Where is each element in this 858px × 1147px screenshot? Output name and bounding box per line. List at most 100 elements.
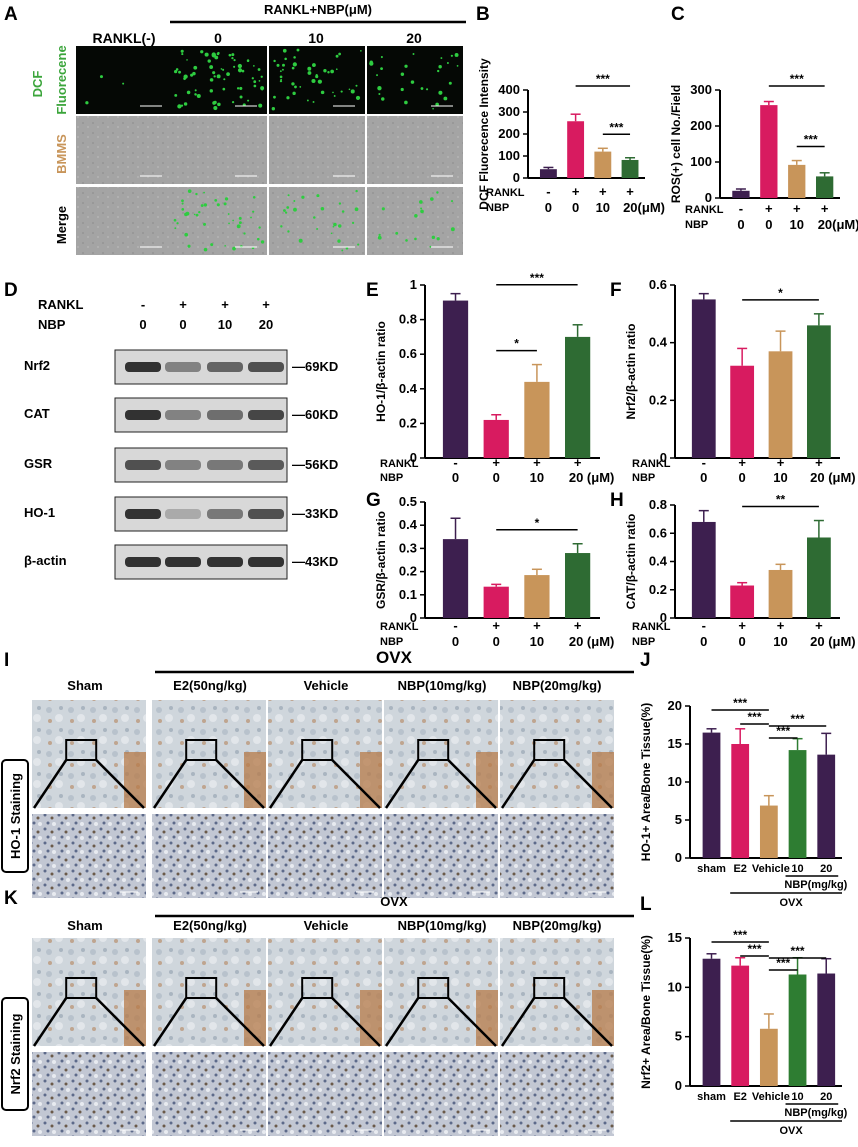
- fluorescent-cell-dot: [279, 75, 283, 79]
- fluorescent-cell-dot: [435, 102, 439, 107]
- fluorescent-cell-dot: [213, 105, 218, 111]
- nbp-value: 0: [737, 217, 744, 232]
- fluorescent-cell-dot: [222, 68, 225, 71]
- bar: [807, 537, 831, 618]
- roi-zoom-line: [152, 997, 188, 1047]
- nbp-value: 20 (μM): [810, 634, 856, 649]
- fluorescent-cell-dot: [193, 65, 198, 70]
- sig-label: ***: [804, 133, 818, 147]
- roi-zoom-line: [500, 759, 536, 809]
- merge-cell-dot: [436, 191, 439, 194]
- merge-cell-dot: [378, 233, 381, 237]
- panel-k-side-label: Nrf2 Staining: [8, 1013, 23, 1094]
- merge-cell-dot: [337, 239, 341, 243]
- roi-zoom-line: [384, 997, 420, 1047]
- panel-a: RANKL+NBP(μM) RANKL(-) 0 10 20 DCF Fluor…: [30, 2, 466, 255]
- merge-cell-dot: [181, 207, 185, 211]
- blot-band: [248, 362, 284, 372]
- merge-cell-dot: [173, 218, 177, 222]
- fluorescent-cell-dot: [338, 52, 341, 56]
- roi-box: [65, 739, 98, 761]
- merge-cell-dot: [377, 235, 382, 240]
- fluorescent-cell-dot: [327, 71, 330, 74]
- bar: [524, 575, 550, 618]
- panel-d-label-rankl: RANKL: [38, 297, 84, 312]
- rankl-mark: -: [453, 455, 457, 470]
- fluorescent-cell-dot: [446, 62, 449, 65]
- fluorescent-cell-dot: [241, 69, 245, 73]
- fluorescent-cell-dot: [183, 102, 188, 106]
- panel-d-nbp-1: 0: [179, 317, 186, 332]
- bar: [807, 325, 831, 458]
- fluorescent-cell-dot: [216, 52, 220, 56]
- panel-a-tile-r2-c1: [171, 187, 267, 255]
- row-label-rankl: RANKL: [380, 621, 419, 633]
- merge-cell-dot: [280, 225, 283, 228]
- panel-i-col-3: NBP(10mg/kg): [398, 678, 487, 693]
- roi-zoom-line: [384, 759, 420, 809]
- merge-cell-dot: [238, 216, 242, 220]
- fluorescent-cell-dot: [85, 101, 89, 105]
- bar: [817, 973, 836, 1086]
- y-tick-label: 0.4: [649, 335, 668, 350]
- panel-d-rankl-0: -: [141, 297, 145, 312]
- y-tick-label: 0.4: [399, 517, 418, 532]
- bar: [483, 586, 509, 618]
- nbp-value: 10: [530, 470, 544, 485]
- fluorescent-cell-dot: [412, 53, 415, 55]
- roi-zoom-line: [32, 759, 68, 809]
- blot-band: [165, 460, 201, 470]
- bar: [760, 105, 778, 198]
- bar: [691, 299, 716, 458]
- panel-d-label-nbp: NBP: [38, 317, 66, 332]
- y-tick-label: 5: [675, 1029, 682, 1044]
- fluorescent-cell-dot: [186, 90, 191, 95]
- fluorescent-cell-dot: [231, 57, 234, 60]
- blot-label-3: HO-1: [24, 505, 55, 520]
- fluorescent-cell-dot: [311, 78, 316, 84]
- blot-band: [125, 557, 161, 567]
- bar: [565, 553, 591, 618]
- panel-a-col-1: 0: [214, 30, 222, 46]
- fluorescent-cell-dot: [291, 66, 295, 70]
- y-axis-label: GSR/β-actin ratio: [374, 511, 388, 609]
- fluorescent-cell-dot: [293, 56, 296, 59]
- fluorescent-cell-dot: [276, 63, 280, 67]
- fluorescent-cell-dot: [376, 74, 378, 77]
- nbp-value: 10: [530, 634, 544, 649]
- nbp-value: 0: [765, 217, 772, 232]
- fluorescent-cell-dot: [237, 63, 243, 69]
- fluorescent-cell-dot: [194, 89, 197, 92]
- panel-i-zoom-3: [384, 814, 498, 898]
- merge-cell-dot: [355, 189, 358, 193]
- fluorescent-cell-dot: [332, 91, 334, 94]
- fluorescent-cell-dot: [340, 90, 343, 93]
- sig-label: ***: [790, 72, 804, 86]
- fluorescent-cell-dot: [323, 69, 327, 73]
- fluorescent-cell-dot: [192, 71, 196, 76]
- blot-band: [125, 410, 161, 420]
- panel-letter-g: G: [366, 490, 381, 511]
- fluorescent-cell-dot: [237, 68, 243, 73]
- blot-band: [165, 362, 201, 372]
- fluorescent-cell-dot: [186, 59, 188, 61]
- nbp-value: 20 (μM): [569, 634, 615, 649]
- nbp-value: 0: [493, 634, 500, 649]
- fluorescent-cell-dot: [378, 92, 381, 95]
- roi-zoom-line: [268, 759, 304, 809]
- sig-label: ***: [733, 696, 747, 710]
- bar: [483, 419, 509, 458]
- fluorescent-cell-dot: [271, 107, 276, 111]
- fluorescent-cell-dot: [330, 69, 334, 74]
- merge-cell-dot: [357, 243, 360, 246]
- sig-label: ***: [530, 271, 544, 285]
- fluorescent-cell-dot: [296, 48, 300, 52]
- panel-i-col-4: NBP(20mg/kg): [513, 678, 602, 693]
- roi-zoom-line: [563, 759, 613, 809]
- merge-cell-dot: [224, 197, 229, 201]
- fluorescent-cell-dot: [260, 75, 263, 78]
- y-tick-label: 0: [660, 450, 667, 465]
- rankl-mark: +: [765, 201, 773, 216]
- fluorescent-cell-dot: [404, 100, 408, 105]
- bar: [731, 965, 750, 1086]
